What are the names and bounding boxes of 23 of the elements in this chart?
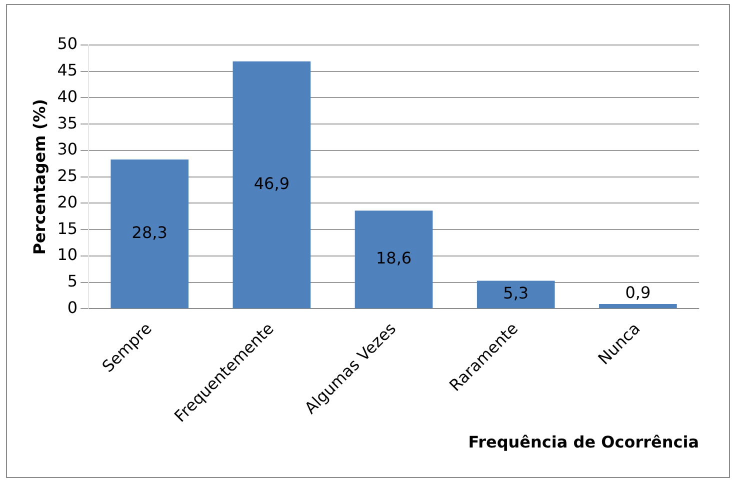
y-tick-label: 5 xyxy=(67,272,78,291)
y-tick-label: 20 xyxy=(57,192,78,212)
y-tick-label: 35 xyxy=(57,113,78,132)
data-label: 5,3 xyxy=(503,284,529,303)
data-label: 18,6 xyxy=(376,248,412,268)
y-tick-label: 50 xyxy=(57,34,78,54)
y-axis-title: Percentagem (%) xyxy=(30,98,49,255)
data-label: 0,9 xyxy=(625,283,651,302)
y-tick-label: 0 xyxy=(67,298,78,317)
data-label: 46,9 xyxy=(254,174,290,193)
bar xyxy=(599,304,677,308)
y-tick-label: 10 xyxy=(57,245,78,264)
data-label: 28,3 xyxy=(132,223,168,242)
bar xyxy=(476,280,555,308)
bar xyxy=(232,61,311,308)
y-tick-label: 30 xyxy=(57,140,78,159)
bar xyxy=(110,159,189,308)
y-tick-label: 25 xyxy=(57,166,78,186)
y-tick-label: 40 xyxy=(57,86,78,106)
y-tick-label: 15 xyxy=(57,218,78,238)
x-axis-title: Frequência de Ocorrência xyxy=(468,432,699,452)
bar xyxy=(354,210,433,308)
y-tick-label: 45 xyxy=(57,60,78,80)
